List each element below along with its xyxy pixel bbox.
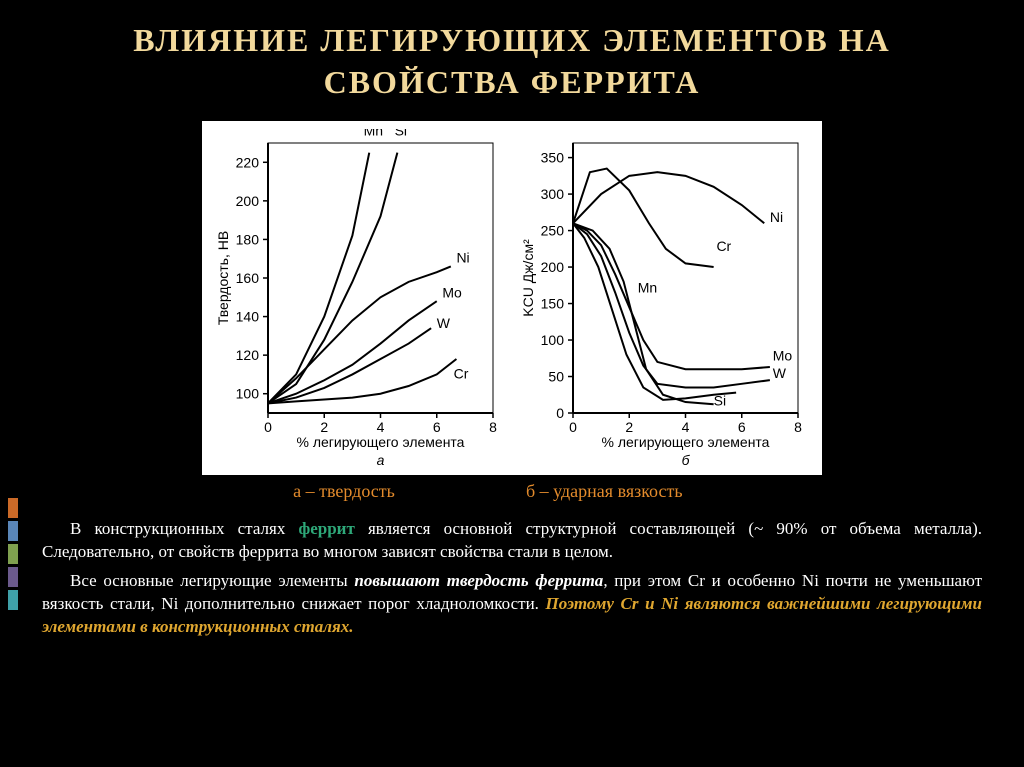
chart-a: 0 2 4 6 8 100 120 140 160 180 200 220 % легирующего …	[212, 129, 507, 469]
p2-pre: Все основные легирующие элементы	[70, 571, 354, 590]
svg-text:% легирующего элемента: % легирующего элемента	[602, 434, 770, 450]
svg-text:% легирующего элемента: % легирующего элемента	[297, 434, 465, 450]
svg-text:Si: Si	[395, 129, 407, 138]
svg-text:Mn: Mn	[364, 129, 383, 138]
svg-text:4: 4	[682, 419, 690, 435]
svg-text:W: W	[773, 365, 787, 381]
chart-b: 0 2 4 6 8 0 50 100 150 200 250 300 350 % легирующего …	[517, 129, 812, 469]
svg-text:6: 6	[738, 419, 746, 435]
body-text: В конструкционных сталях феррит является…	[42, 518, 982, 639]
chart-b-box: 0 2 4 6 8 0 50 100 150 200 250 300 350 % легирующего …	[517, 129, 812, 469]
svg-text:160: 160	[236, 270, 260, 286]
svg-text:120: 120	[236, 347, 260, 363]
caption-b: б – ударная вязкость	[526, 481, 862, 502]
svg-text:250: 250	[541, 223, 565, 239]
svg-text:W: W	[437, 315, 451, 331]
svg-text:150: 150	[541, 296, 565, 312]
svg-text:Mo: Mo	[773, 348, 793, 364]
p2-bold: повышают твердость феррита	[354, 571, 603, 590]
svg-text:Cr: Cr	[454, 365, 469, 381]
svg-text:Твердость, HB: Твердость, HB	[215, 231, 231, 325]
svg-text:8: 8	[489, 419, 497, 435]
chart-captions: а – твердость б – ударная вязкость	[162, 481, 862, 502]
svg-text:8: 8	[794, 419, 802, 435]
p1-pre: В конструкционных сталях	[70, 519, 298, 538]
p1-keyword: феррит	[298, 519, 354, 538]
svg-text:6: 6	[433, 419, 441, 435]
svg-text:100: 100	[236, 386, 260, 402]
svg-text:2: 2	[625, 419, 633, 435]
svg-text:Si: Si	[714, 393, 726, 409]
paragraph-2: Все основные легирующие элементы повышаю…	[42, 570, 982, 639]
svg-text:а: а	[377, 452, 385, 468]
svg-text:2: 2	[320, 419, 328, 435]
page-title: ВЛИЯНИЕ ЛЕГИРУЮЩИХ ЭЛЕМЕНТОВ НА СВОЙСТВА…	[0, 0, 1024, 113]
svg-text:100: 100	[541, 332, 565, 348]
svg-text:Mo: Mo	[442, 284, 462, 300]
svg-text:KCU Дж/см²: KCU Дж/см²	[520, 239, 536, 317]
charts-panel: 02468100120140160180200220% легирующего …	[202, 121, 822, 475]
svg-text:Cr: Cr	[716, 238, 731, 254]
svg-text:200: 200	[541, 259, 565, 275]
caption-a: а – твердость	[162, 481, 526, 502]
svg-text:Ni: Ni	[770, 209, 783, 225]
svg-text:350: 350	[541, 150, 565, 166]
svg-text:300: 300	[541, 186, 565, 202]
svg-text:220: 220	[236, 154, 260, 170]
svg-text:180: 180	[236, 232, 260, 248]
svg-text:140: 140	[236, 309, 260, 325]
svg-text:0: 0	[569, 419, 577, 435]
paragraph-1: В конструкционных сталях феррит является…	[42, 518, 982, 564]
svg-text:0: 0	[264, 419, 272, 435]
svg-text:0: 0	[556, 405, 564, 421]
svg-text:200: 200	[236, 193, 260, 209]
svg-text:4: 4	[377, 419, 385, 435]
svg-text:Ni: Ni	[456, 250, 469, 266]
svg-text:50: 50	[548, 369, 564, 385]
side-color-marks	[8, 498, 18, 613]
svg-text:б: б	[682, 452, 691, 468]
chart-a-box: 0 2 4 6 8 100 120 140 160 180 200 220 % легирующего …	[212, 129, 507, 469]
svg-text:Mn: Mn	[638, 280, 657, 296]
